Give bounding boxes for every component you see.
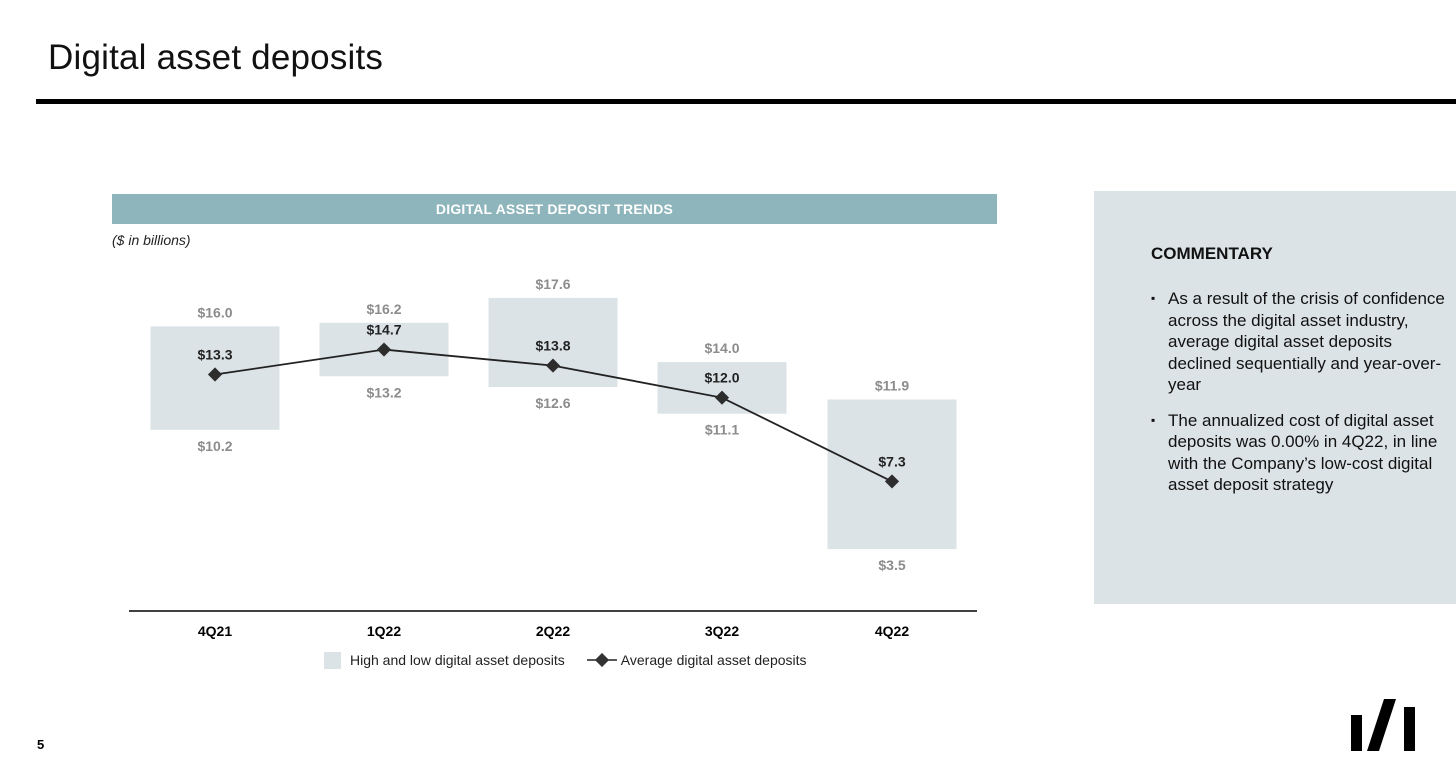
low-label: $11.1 — [705, 422, 739, 438]
commentary-bullet: ▪ The annualized cost of digital asset d… — [1151, 410, 1451, 496]
commentary-title: COMMENTARY — [1151, 244, 1273, 263]
title-divider — [36, 99, 1456, 104]
low-label: $3.5 — [878, 557, 905, 573]
average-point — [714, 390, 730, 405]
x-tick-label: 1Q22 — [367, 623, 401, 639]
range-box — [657, 362, 787, 414]
legend-range-label: High and low digital asset deposits — [350, 652, 565, 668]
average-label: $12.0 — [704, 370, 739, 386]
low-label: $13.2 — [366, 384, 401, 400]
high-label: $11.9 — [875, 377, 909, 393]
legend-average-label: Average digital asset deposits — [620, 652, 807, 668]
x-tick-label: 2Q22 — [536, 623, 570, 639]
silvergate-logo-icon — [1351, 699, 1415, 751]
commentary-bullet-text: The annualized cost of digital asset dep… — [1168, 410, 1438, 495]
units-note: ($ in billions) — [112, 232, 191, 248]
legend-range-swatch — [324, 651, 341, 669]
chart-legend: High and low digital asset deposits Aver… — [324, 650, 807, 670]
high-label: $14.0 — [704, 340, 739, 356]
average-point — [545, 358, 561, 373]
range-box — [827, 399, 957, 550]
commentary-panel: COMMENTARY ▪ As a result of the crisis o… — [1094, 191, 1456, 604]
x-tick-label: 4Q21 — [198, 623, 232, 639]
high-label: $16.2 — [366, 301, 401, 317]
commentary-list: ▪ As a result of the crisis of confidenc… — [1151, 288, 1451, 510]
average-label: $13.3 — [197, 347, 232, 363]
commentary-bullet: ▪ As a result of the crisis of confidenc… — [1151, 288, 1451, 396]
high-label: $17.6 — [535, 276, 570, 292]
average-label: $13.8 — [535, 338, 570, 354]
average-label: $7.3 — [878, 453, 905, 469]
page-number: 5 — [37, 737, 45, 752]
x-tick-label: 3Q22 — [705, 623, 739, 639]
page-title: Digital asset deposits — [48, 38, 384, 77]
average-point — [207, 367, 223, 382]
high-label: $16.0 — [197, 304, 232, 320]
commentary-bullet-text: As a result of the crisis of confidence … — [1168, 289, 1445, 394]
average-label: $14.7 — [366, 322, 401, 338]
chart-header: DIGITAL ASSET DEPOSIT TRENDS — [112, 194, 997, 224]
low-label: $10.2 — [197, 438, 232, 454]
bullet-icon: ▪ — [1151, 291, 1156, 305]
average-point — [884, 474, 900, 489]
low-label: $12.6 — [535, 395, 570, 411]
bullet-icon: ▪ — [1151, 412, 1156, 427]
average-point — [376, 342, 392, 357]
legend-diamond-line-icon — [586, 653, 617, 667]
x-tick-label: 4Q22 — [875, 623, 909, 639]
